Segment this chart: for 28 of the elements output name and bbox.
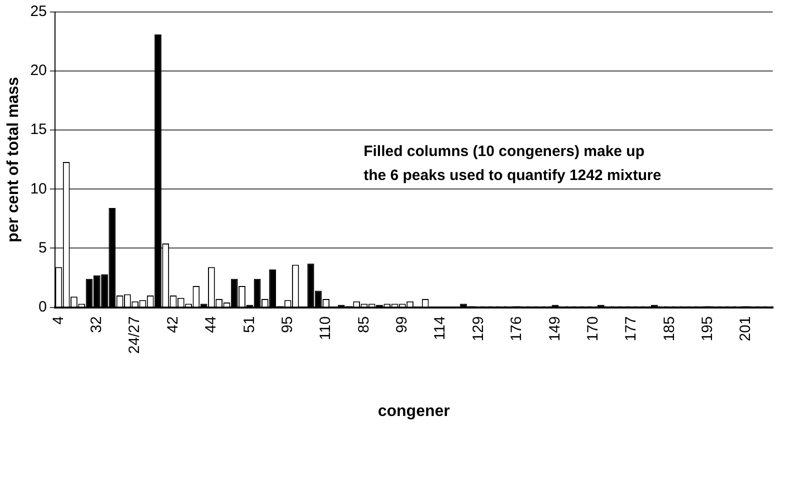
y-tick-label: 0 — [38, 298, 47, 316]
x-tick-label: 114 — [432, 316, 449, 340]
x-tick-label: 85 — [355, 316, 372, 333]
x-tick-label: 24/27 — [126, 316, 144, 354]
y-axis-title: per cent of total mass — [5, 76, 22, 242]
x-tick-label: 4 — [50, 316, 67, 325]
x-tick-label: 149 — [546, 316, 564, 342]
y-tick-label: 5 — [38, 239, 47, 256]
x-tick-label: 176 — [508, 316, 526, 342]
y-tick-label: 15 — [30, 121, 47, 138]
x-tick-label: 110 — [317, 316, 334, 340]
x-tick-label: 95 — [278, 316, 296, 333]
x-tick-label: 44 — [202, 316, 220, 333]
annotation: Filled columns (10 congeners) make up the 6 peaks used to quantify 1242 mixture — [364, 143, 662, 184]
x-tick-label: 51 — [240, 316, 258, 333]
y-tick-label: 25 — [30, 3, 47, 20]
x-tick-label: 99 — [394, 316, 411, 333]
y-tick-label: 10 — [30, 180, 47, 198]
x-tick-label: 185 — [660, 316, 678, 342]
x-tick-label: 32 — [88, 316, 106, 333]
x-tick-label: 129 — [470, 316, 487, 342]
y-tick-label: 20 — [30, 62, 47, 80]
x-tick-label: 177 — [622, 316, 640, 342]
x-tick-label: 170 — [584, 316, 602, 342]
x-tick-label: 195 — [699, 316, 716, 342]
x-axis-title: congener — [378, 402, 450, 420]
x-tick-label: 42 — [164, 316, 182, 333]
x-tick-label: 201 — [737, 316, 754, 342]
